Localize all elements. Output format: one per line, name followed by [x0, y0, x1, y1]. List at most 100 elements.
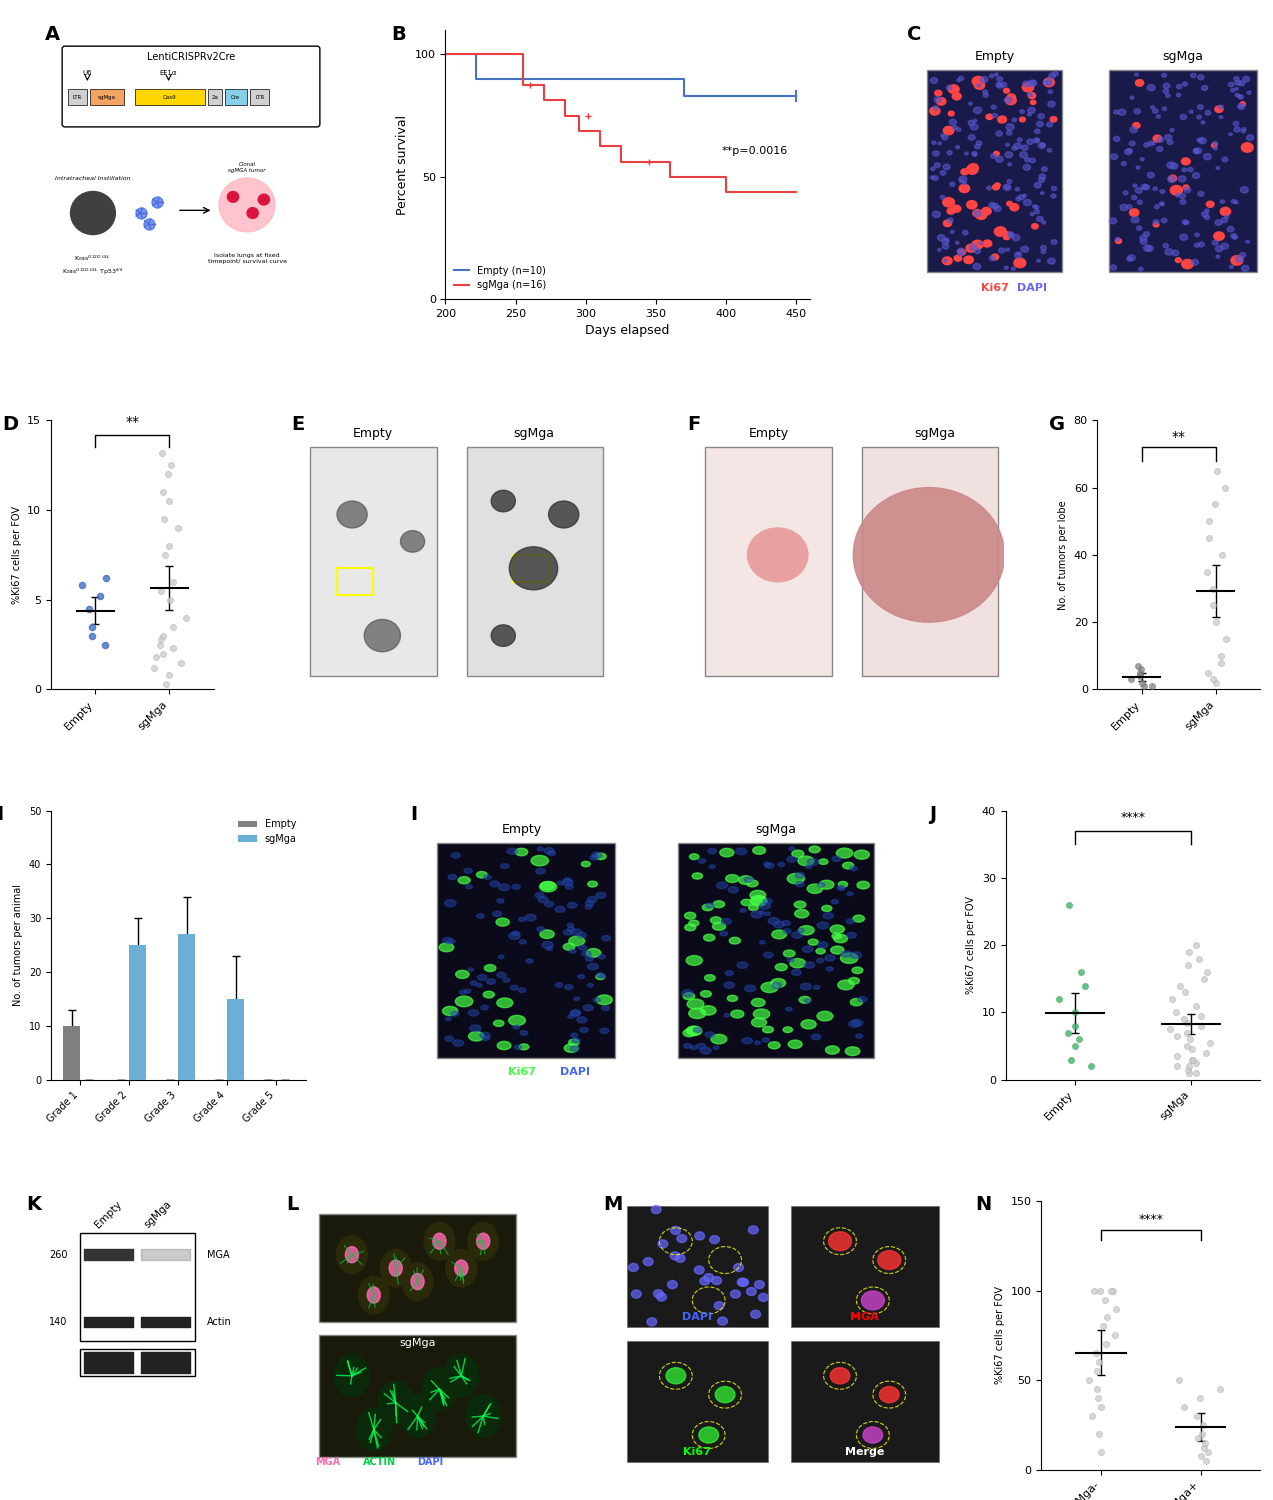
Circle shape	[1213, 232, 1225, 240]
Circle shape	[843, 862, 854, 868]
Point	[1207, 459, 1227, 483]
Circle shape	[686, 956, 703, 966]
Bar	[64, 1026, 80, 1080]
Circle shape	[825, 956, 835, 962]
Circle shape	[337, 501, 367, 528]
Circle shape	[512, 932, 519, 936]
Text: Ki67: Ki67	[508, 1066, 536, 1077]
Text: Cas9: Cas9	[163, 94, 177, 100]
Circle shape	[994, 74, 998, 76]
Circle shape	[787, 856, 797, 862]
Text: Kras$^{G12D\ LSL}$ Tp53$^{fl/fl}$: Kras$^{G12D\ LSL}$ Tp53$^{fl/fl}$	[62, 267, 123, 278]
Circle shape	[592, 852, 602, 858]
Circle shape	[962, 231, 967, 236]
Circle shape	[498, 1041, 510, 1050]
Circle shape	[852, 1020, 863, 1026]
Circle shape	[974, 210, 981, 216]
Circle shape	[957, 248, 965, 255]
Circle shape	[704, 934, 715, 940]
Circle shape	[1221, 200, 1225, 204]
Circle shape	[942, 256, 952, 264]
Circle shape	[1180, 234, 1188, 240]
Circle shape	[468, 968, 474, 970]
Empty (n=10)	[468, 45, 484, 63]
Circle shape	[570, 1010, 580, 1016]
Circle shape	[850, 952, 862, 958]
Circle shape	[1132, 195, 1137, 200]
Circle shape	[228, 192, 238, 202]
Circle shape	[491, 490, 516, 512]
Circle shape	[568, 1014, 574, 1019]
Point	[1211, 651, 1231, 675]
Circle shape	[1241, 266, 1249, 272]
Point	[1197, 960, 1217, 984]
Point	[1183, 1038, 1203, 1062]
Circle shape	[941, 171, 946, 176]
Circle shape	[1004, 98, 1012, 104]
Circle shape	[1032, 206, 1036, 209]
Point	[1066, 1014, 1086, 1038]
Circle shape	[959, 254, 962, 257]
Circle shape	[586, 904, 592, 909]
Circle shape	[763, 1026, 774, 1033]
Point	[1190, 1386, 1211, 1410]
Circle shape	[973, 210, 981, 218]
FancyBboxPatch shape	[320, 1335, 516, 1456]
Circle shape	[971, 152, 976, 156]
Circle shape	[1202, 122, 1204, 124]
Circle shape	[1151, 106, 1155, 109]
Circle shape	[690, 1046, 696, 1050]
Circle shape	[531, 855, 549, 865]
Circle shape	[709, 1236, 719, 1244]
sgMga (n=16)	[718, 183, 733, 201]
Circle shape	[695, 1232, 704, 1240]
Circle shape	[1162, 74, 1166, 78]
Circle shape	[1184, 188, 1190, 192]
Point	[1082, 1404, 1102, 1428]
Circle shape	[390, 1260, 402, 1276]
Circle shape	[446, 1017, 451, 1020]
FancyBboxPatch shape	[135, 88, 205, 105]
Circle shape	[1212, 240, 1218, 244]
Legend: Empty, sgMga: Empty, sgMga	[234, 816, 300, 848]
Circle shape	[934, 90, 942, 96]
Circle shape	[433, 1233, 446, 1250]
Circle shape	[1127, 256, 1133, 261]
Circle shape	[496, 972, 505, 978]
Text: G: G	[1049, 416, 1064, 434]
Circle shape	[1008, 232, 1015, 238]
Circle shape	[336, 1236, 367, 1274]
Circle shape	[685, 924, 696, 932]
Circle shape	[1167, 140, 1172, 144]
Circle shape	[782, 921, 791, 926]
Circle shape	[549, 501, 579, 528]
Circle shape	[964, 256, 974, 264]
Circle shape	[989, 202, 995, 207]
Circle shape	[439, 944, 453, 952]
Circle shape	[742, 1038, 752, 1044]
FancyBboxPatch shape	[928, 70, 1062, 272]
Circle shape	[945, 238, 948, 242]
Circle shape	[1165, 249, 1172, 255]
Circle shape	[596, 892, 606, 898]
Text: sgMga: sgMga	[914, 427, 956, 439]
Circle shape	[965, 152, 969, 154]
Circle shape	[1133, 123, 1141, 129]
Point	[1160, 1017, 1180, 1041]
Circle shape	[760, 940, 765, 944]
Circle shape	[831, 946, 844, 954]
Circle shape	[751, 896, 766, 906]
Circle shape	[1216, 166, 1220, 170]
Circle shape	[1130, 126, 1137, 132]
Circle shape	[1198, 242, 1204, 246]
Circle shape	[542, 942, 554, 948]
Circle shape	[1034, 183, 1041, 188]
Point	[1091, 1440, 1111, 1464]
sgMga (n=16)	[438, 45, 453, 63]
Circle shape	[933, 106, 938, 109]
sgMga (n=16)	[690, 168, 705, 186]
Circle shape	[1214, 106, 1223, 112]
sgMga (n=16)	[788, 183, 803, 201]
Circle shape	[675, 1254, 685, 1263]
Point	[1090, 1278, 1110, 1302]
